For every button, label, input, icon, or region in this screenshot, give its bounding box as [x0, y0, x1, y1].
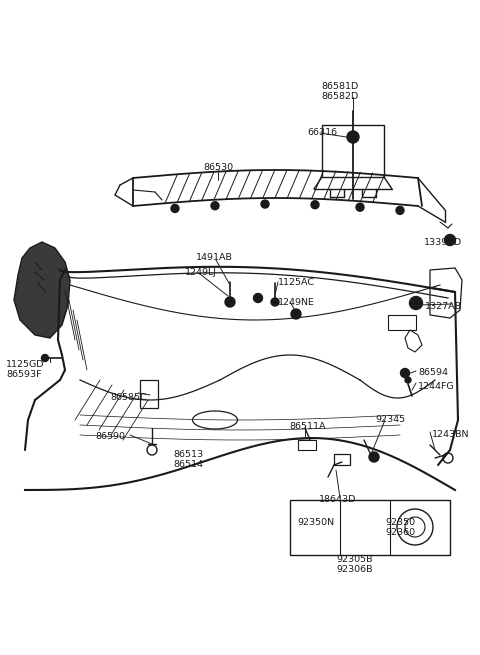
Ellipse shape	[192, 411, 238, 429]
Text: 86581D
86582D: 86581D 86582D	[322, 82, 359, 102]
Circle shape	[347, 131, 359, 143]
Bar	[388, 315, 416, 330]
Bar	[140, 380, 158, 408]
Bar	[298, 440, 316, 450]
Circle shape	[225, 297, 235, 307]
Circle shape	[311, 200, 319, 209]
Text: 1125GD
86593F: 1125GD 86593F	[6, 360, 45, 379]
Circle shape	[444, 234, 456, 246]
Text: 92305B
92306B: 92305B 92306B	[337, 555, 373, 574]
Circle shape	[271, 298, 279, 306]
Text: 1491AB: 1491AB	[196, 253, 233, 262]
Text: 1249LJ: 1249LJ	[185, 268, 217, 277]
Bar	[334, 454, 350, 465]
Circle shape	[400, 369, 409, 377]
Text: 86585C: 86585C	[110, 393, 146, 402]
Polygon shape	[14, 242, 70, 338]
Text: 1249NE: 1249NE	[278, 298, 315, 307]
Circle shape	[356, 203, 364, 211]
Text: 92350
92360: 92350 92360	[385, 518, 415, 537]
Text: 92345: 92345	[375, 415, 405, 424]
Circle shape	[397, 509, 433, 545]
Text: 66316: 66316	[307, 128, 337, 137]
Circle shape	[261, 200, 269, 208]
Text: 86594: 86594	[418, 368, 448, 377]
Bar	[322, 125, 384, 177]
Text: 1125AC: 1125AC	[278, 278, 315, 287]
Circle shape	[211, 202, 219, 210]
Bar	[290, 500, 450, 555]
Circle shape	[396, 206, 404, 214]
Circle shape	[405, 517, 425, 537]
Text: 92350N: 92350N	[298, 518, 335, 527]
Circle shape	[409, 297, 422, 310]
Text: 86513
86514: 86513 86514	[173, 450, 203, 470]
Circle shape	[253, 293, 263, 303]
Text: 1244FG: 1244FG	[418, 382, 455, 391]
Circle shape	[41, 354, 48, 362]
Text: 1339CD: 1339CD	[424, 238, 462, 247]
Text: 86530: 86530	[203, 163, 233, 172]
Text: 86590: 86590	[95, 432, 125, 441]
Text: 1327AB: 1327AB	[425, 302, 462, 311]
Circle shape	[171, 204, 179, 212]
Text: 18643D: 18643D	[319, 495, 357, 504]
Circle shape	[369, 452, 379, 462]
Text: 86511A: 86511A	[290, 422, 326, 431]
Text: 1243BN: 1243BN	[432, 430, 469, 439]
Circle shape	[147, 445, 157, 455]
Circle shape	[405, 377, 411, 383]
Circle shape	[291, 309, 301, 319]
